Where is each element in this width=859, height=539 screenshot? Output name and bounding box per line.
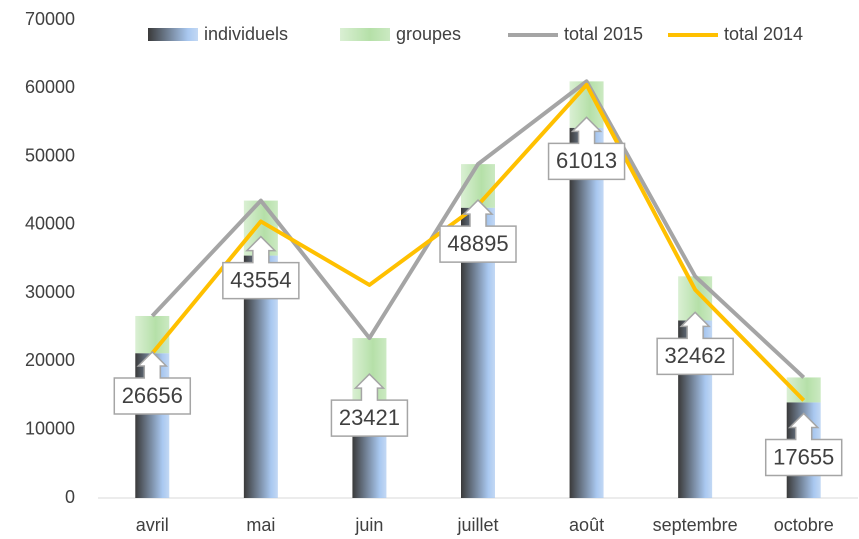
x-tick-label: septembre xyxy=(653,515,738,535)
y-tick-label: 70000 xyxy=(25,9,75,29)
callout xyxy=(764,412,843,477)
legend-label: total 2014 xyxy=(724,24,803,44)
line xyxy=(150,79,806,379)
x-tick-label: juin xyxy=(354,515,383,535)
y-tick-label: 0 xyxy=(65,487,75,507)
callout xyxy=(439,199,517,263)
data-label: 17655 xyxy=(773,444,834,469)
data-label: 43554 xyxy=(230,267,291,292)
data-label: 48895 xyxy=(447,231,508,256)
bar xyxy=(135,315,170,354)
y-tick-label: 40000 xyxy=(25,214,75,234)
callout xyxy=(113,350,192,415)
y-tick-label: 10000 xyxy=(25,418,75,438)
callout xyxy=(222,235,300,300)
x-tick-label: juillet xyxy=(456,515,498,535)
bar xyxy=(352,433,387,498)
x-tick-label: avril xyxy=(136,515,169,535)
legend-label: individuels xyxy=(204,24,288,44)
legend-swatch xyxy=(148,28,198,41)
x-tick-label: mai xyxy=(246,515,275,535)
data-label: 32462 xyxy=(665,343,726,368)
legend-label: total 2015 xyxy=(564,24,643,44)
callout xyxy=(656,311,734,376)
x-tick-label: octobre xyxy=(774,515,834,535)
data-label: 61013 xyxy=(556,148,617,173)
callout xyxy=(547,116,626,181)
data-label: 23421 xyxy=(339,405,400,430)
legend-label: groupes xyxy=(396,24,461,44)
data-label: 26656 xyxy=(122,383,183,408)
x-tick-label: août xyxy=(569,515,604,535)
y-tick-label: 20000 xyxy=(25,350,75,370)
y-tick-label: 60000 xyxy=(25,77,75,97)
callout xyxy=(330,373,409,437)
y-tick-label: 50000 xyxy=(25,145,75,165)
bar xyxy=(569,127,604,499)
legend-swatch xyxy=(340,28,390,41)
y-tick-label: 30000 xyxy=(25,282,75,302)
